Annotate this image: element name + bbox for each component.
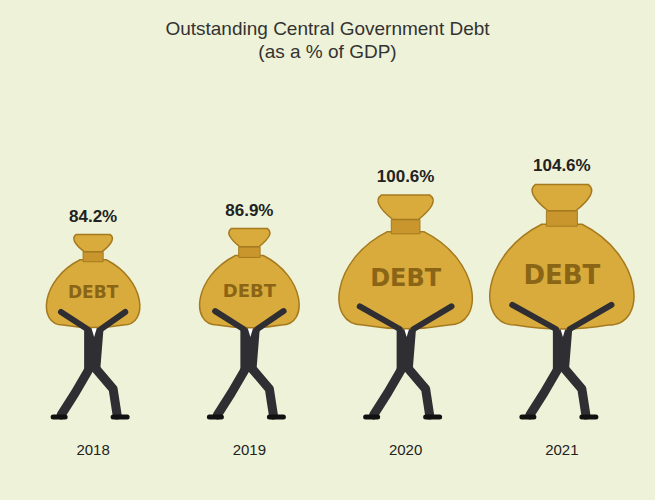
svg-text:2018: 2018 (76, 441, 109, 458)
svg-text:DEBT: DEBT (223, 280, 277, 301)
svg-text:2020: 2020 (389, 441, 422, 458)
svg-text:(as a % of GDP): (as a % of GDP) (258, 41, 396, 62)
svg-text:DEBT: DEBT (523, 260, 600, 290)
svg-text:Outstanding Central Government: Outstanding Central Government Debt (165, 18, 490, 39)
svg-text:100.6%: 100.6% (377, 167, 435, 186)
svg-text:2021: 2021 (545, 441, 578, 458)
svg-text:84.2%: 84.2% (69, 207, 117, 226)
svg-text:DEBT: DEBT (370, 264, 442, 292)
svg-text:86.9%: 86.9% (225, 201, 273, 220)
svg-text:2019: 2019 (233, 441, 266, 458)
svg-text:104.6%: 104.6% (533, 156, 591, 175)
svg-text:DEBT: DEBT (68, 282, 119, 302)
